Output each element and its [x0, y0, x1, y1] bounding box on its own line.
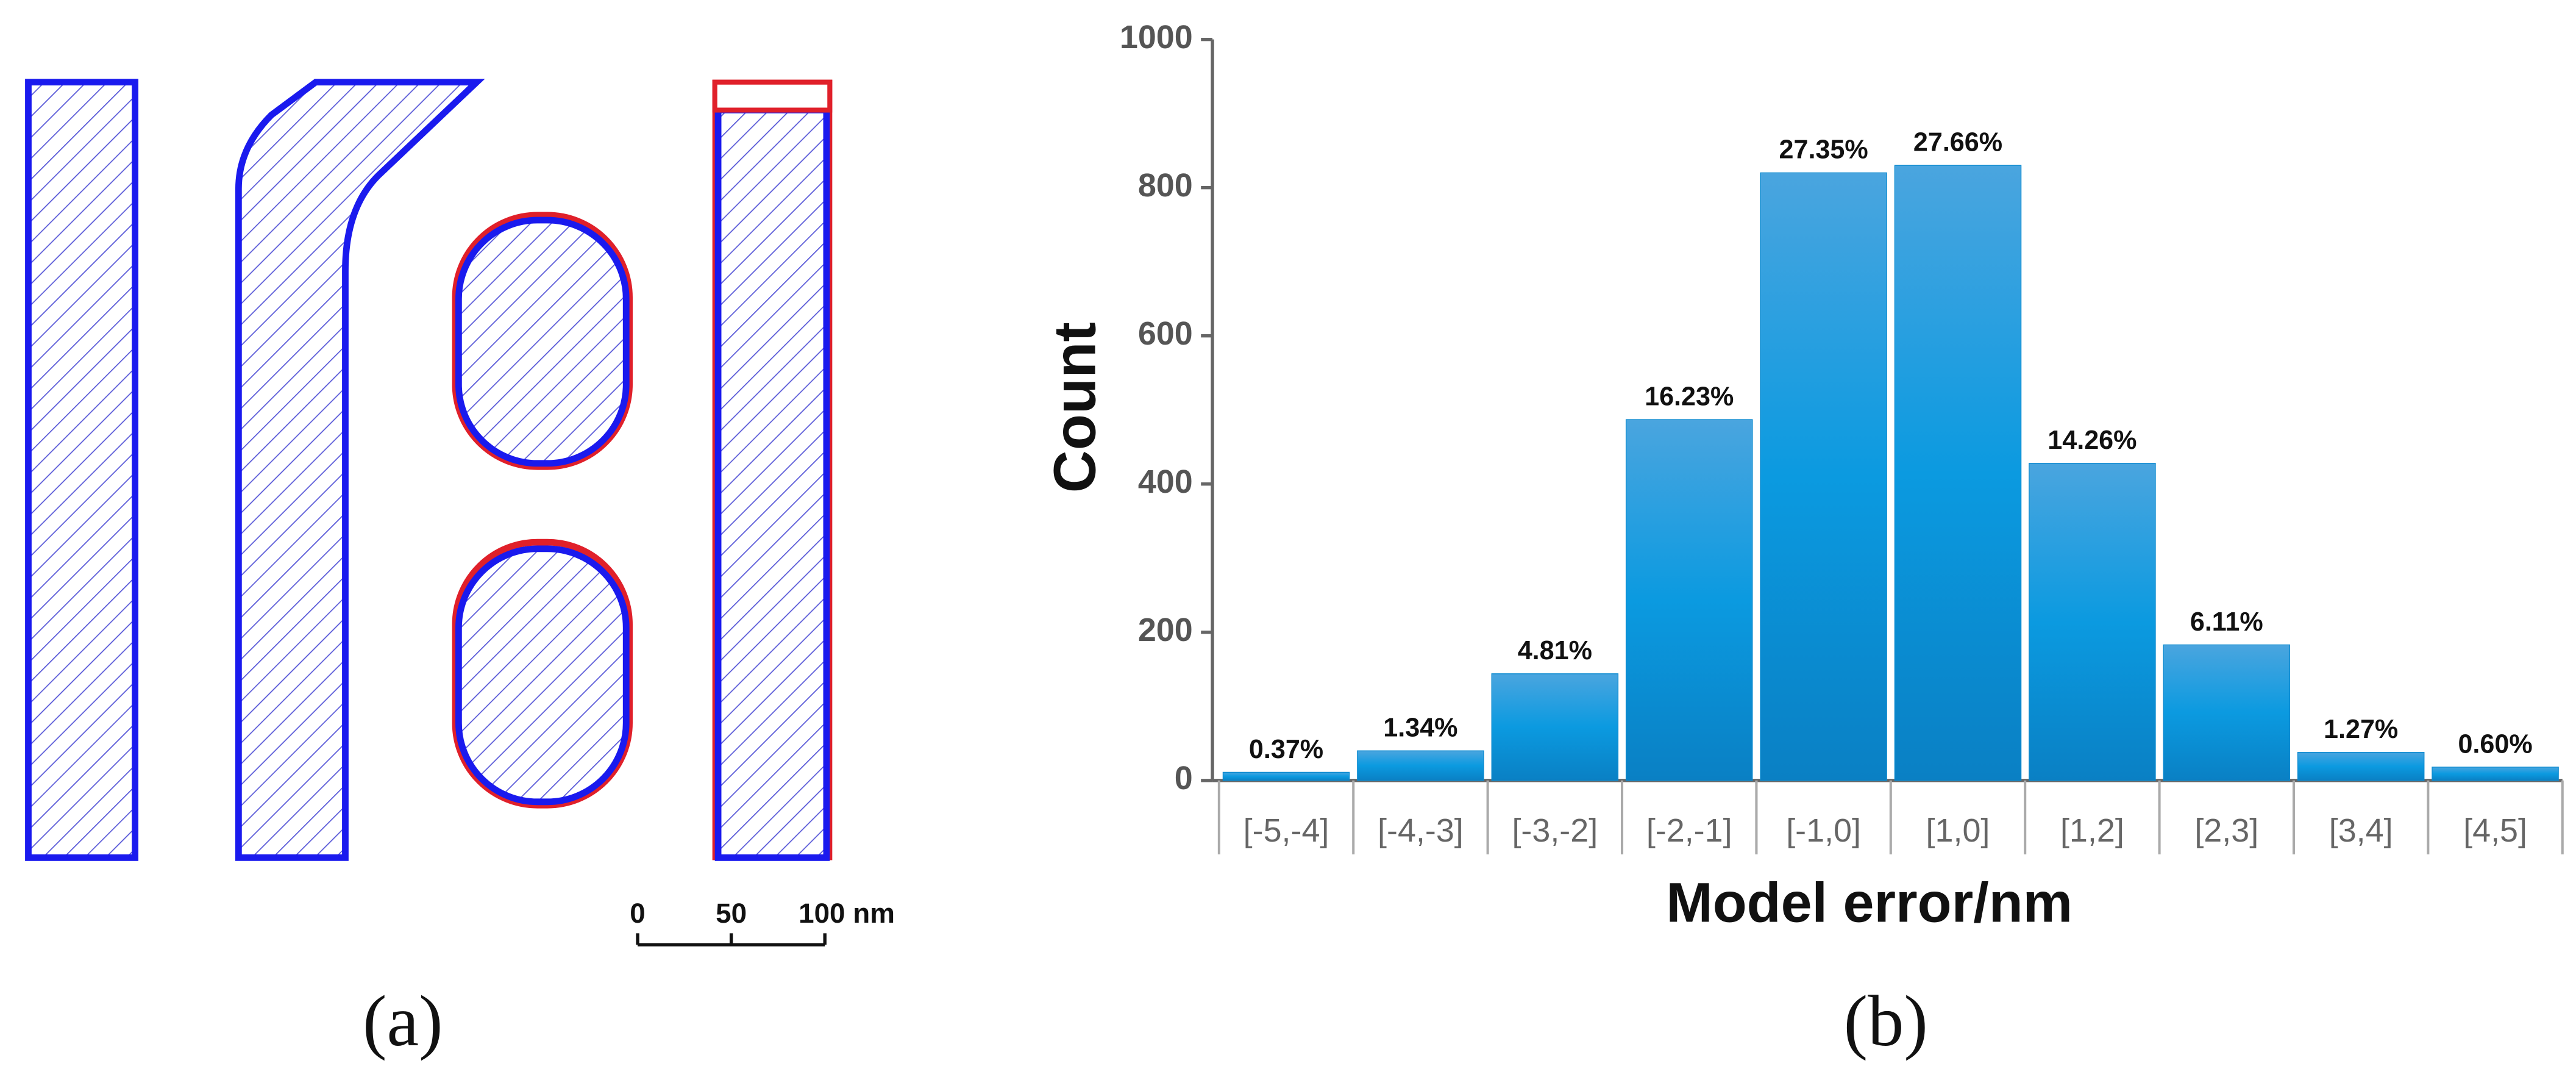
y-tick-label: 0 — [1175, 760, 1193, 796]
x-tick-label: [-3,-2] — [1512, 812, 1598, 849]
scale-label: 50 — [716, 898, 747, 929]
strip-outline-red — [712, 79, 833, 860]
x-tick-label: [-5,-4] — [1244, 812, 1329, 849]
y-tick-label: 400 — [1138, 463, 1193, 500]
x-tick-label: [2,3] — [2194, 812, 2258, 849]
y-axis-title: Count — [1041, 322, 1108, 493]
bar — [1760, 172, 1887, 781]
bar — [1625, 419, 1753, 781]
value-label: 0.60% — [2458, 729, 2532, 759]
red-cap — [712, 79, 833, 113]
value-label: 14.26% — [2048, 426, 2137, 455]
oval — [455, 216, 630, 467]
value-label: 16.23% — [1645, 382, 1734, 411]
bent-strip — [235, 79, 485, 861]
value-label: 27.35% — [1779, 135, 1868, 165]
x-axis-title: Model error/nm — [1666, 871, 2073, 934]
value-label: 27.66% — [1913, 128, 2002, 157]
bar — [1894, 165, 2022, 781]
oval-outline-red — [452, 212, 633, 470]
strip — [25, 79, 139, 861]
x-tick-label: [1,0] — [1926, 812, 1990, 849]
bar — [2297, 751, 2425, 781]
scale-label: 100 nm — [799, 898, 895, 929]
scale-label: 0 — [630, 898, 645, 929]
y-tick-label: 1000 — [1120, 19, 1193, 55]
x-tick-label: [-1,0] — [1786, 812, 1861, 849]
value-label: 6.11% — [2190, 607, 2263, 637]
oval — [455, 545, 630, 806]
bar — [2432, 767, 2559, 781]
y-tick-label: 200 — [1138, 612, 1193, 648]
value-label: 1.27% — [2324, 715, 2398, 744]
x-tick-label: [-4,-3] — [1378, 812, 1464, 849]
bar — [1357, 750, 1484, 781]
x-tick-label: [4,5] — [2463, 812, 2527, 849]
bar — [2163, 644, 2291, 781]
y-tick-label: 600 — [1138, 315, 1193, 352]
panel-label: (a) — [363, 981, 443, 1061]
value-label: 1.34% — [1383, 714, 1457, 743]
layout-diagram: 0 50 100 nm (a) — [25, 79, 895, 1061]
panel-label: (b) — [1844, 981, 1928, 1061]
value-label: 0.37% — [1249, 735, 1323, 764]
value-label: 4.81% — [1518, 636, 1592, 665]
y-tick-label: 800 — [1138, 167, 1193, 204]
x-tick-label: [3,4] — [2329, 812, 2393, 849]
bar — [2029, 463, 2156, 781]
oval-outline-red — [452, 538, 633, 809]
bar — [1222, 771, 1350, 781]
x-tick-label: [1,2] — [2060, 812, 2124, 849]
bar — [1491, 673, 1619, 781]
x-tick-label: [-2,-1] — [1646, 812, 1732, 849]
